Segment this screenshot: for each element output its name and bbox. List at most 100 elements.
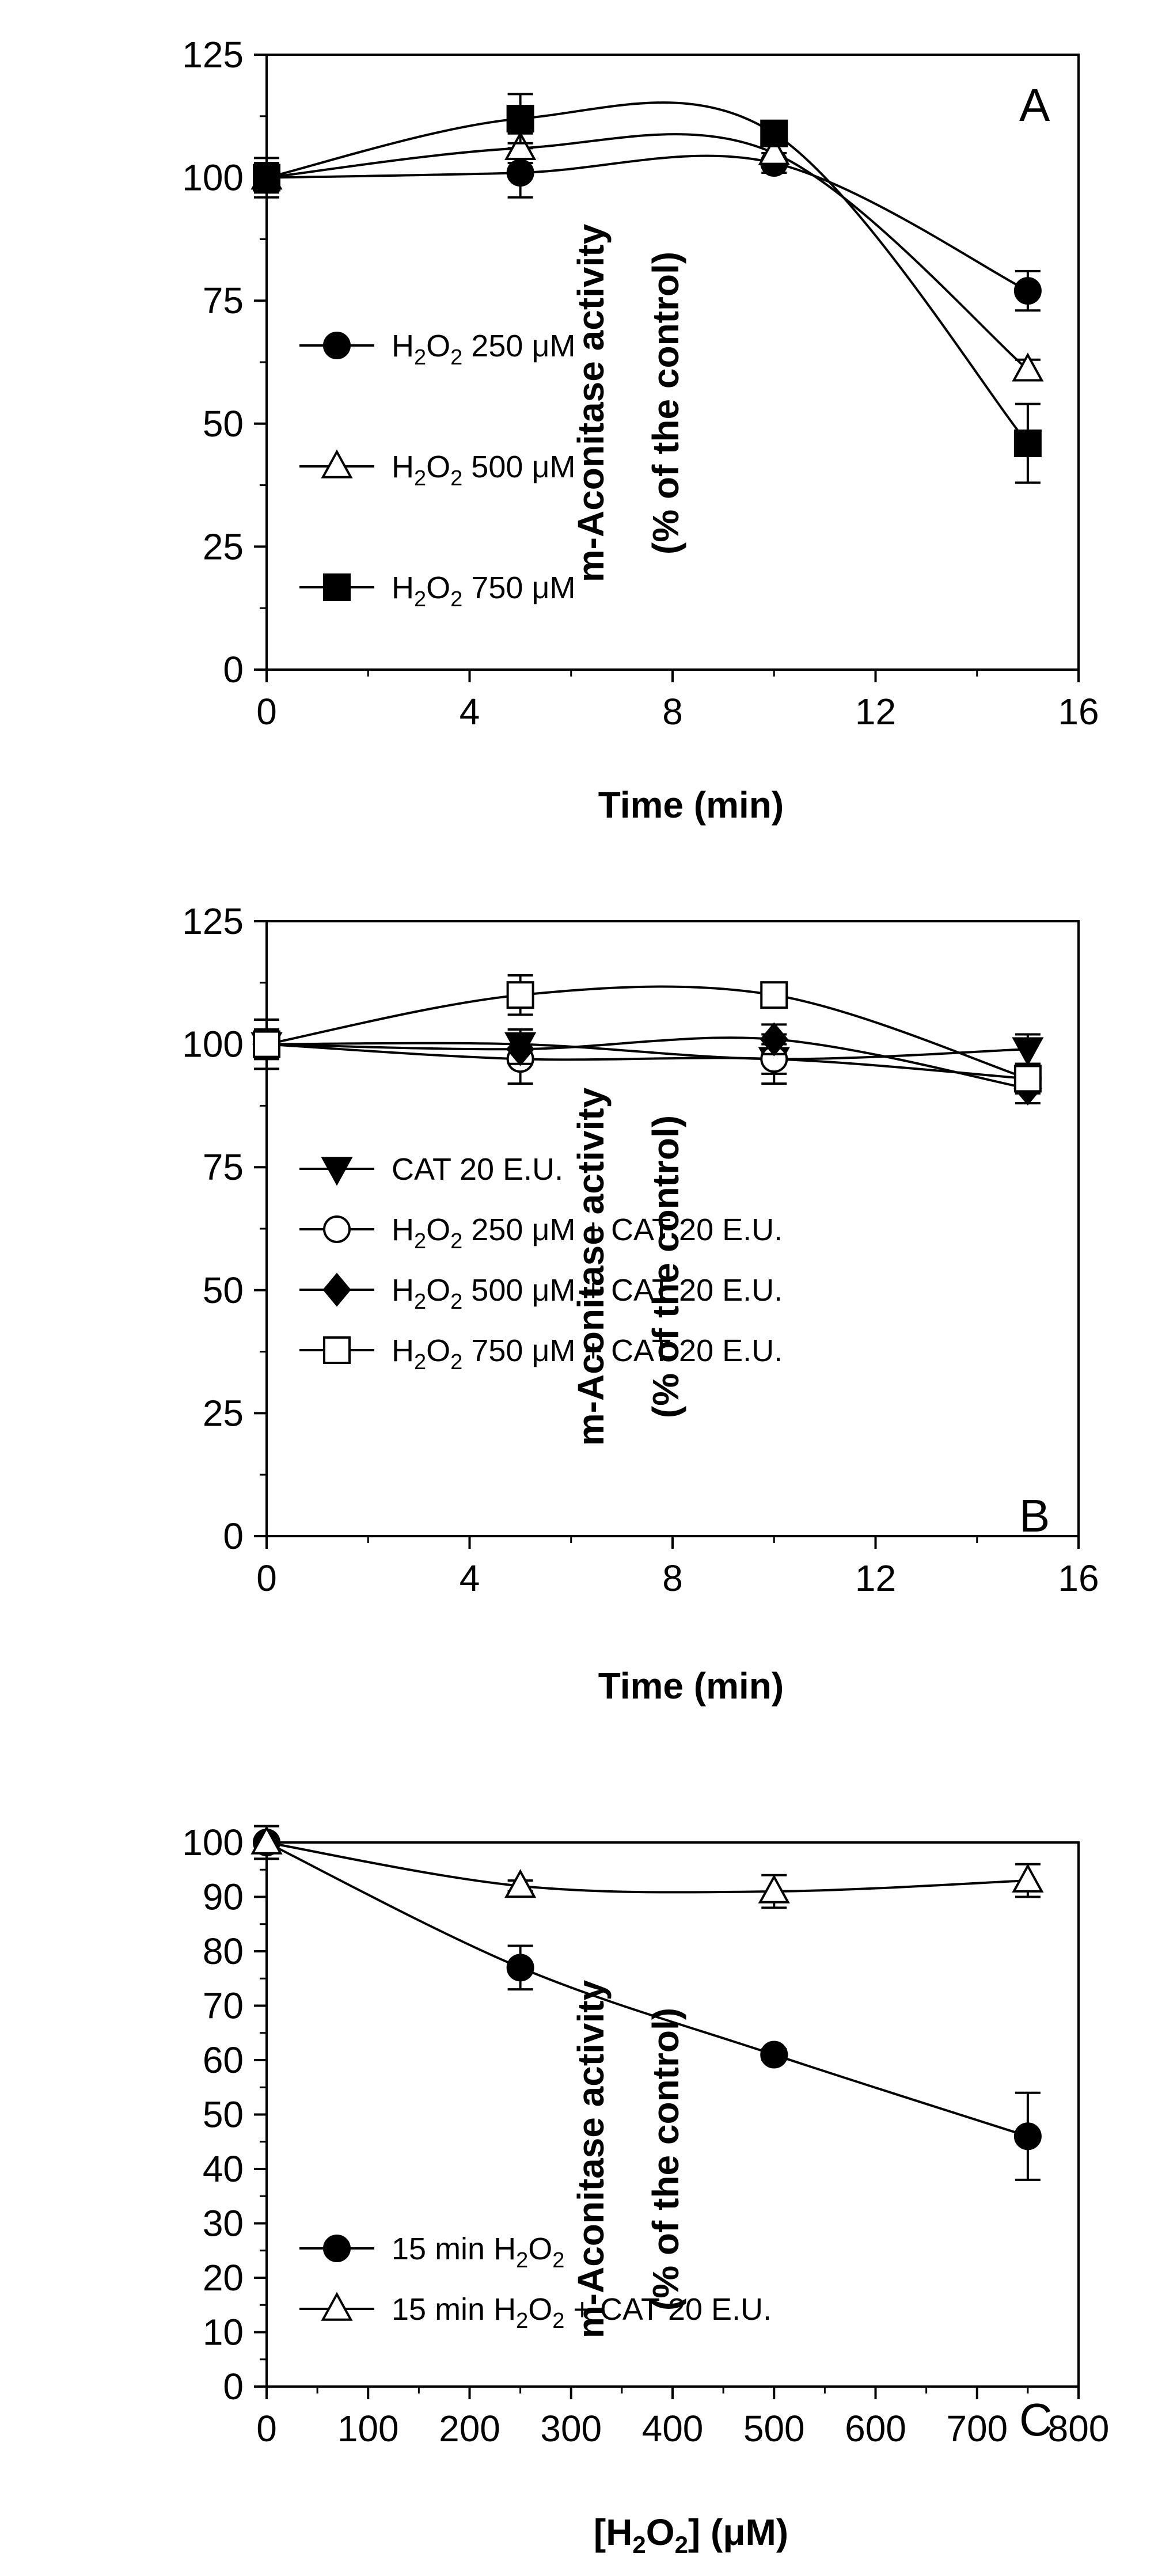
legend-text-part: H (392, 571, 414, 605)
legend-label: H2O2 250 μM + CAT 20 E.U. (392, 1213, 783, 1253)
legend-text-part: 2 (414, 587, 426, 611)
x-tick-label: 4 (460, 691, 480, 732)
y-tick-label: 90 (203, 1876, 244, 1918)
data-point (1013, 1065, 1042, 1093)
legend-text-part: 2 (450, 1229, 462, 1253)
legend-text-part: 2 (450, 1290, 462, 1314)
y-tick-label: 80 (203, 1931, 244, 1972)
legend-text-part: + CAT 20 E.U. (564, 2292, 772, 2327)
x-tick-label: 600 (845, 2408, 906, 2449)
legend-label: H2O2 500 μM (392, 450, 576, 491)
y-tick-label: 30 (203, 2203, 244, 2244)
x-tick-label: 700 (946, 2408, 1008, 2449)
y-axis-title-line2: (% of the control) (645, 1115, 686, 1418)
legend-text-part: H (392, 1333, 414, 1368)
x-tick-label: 16 (1058, 691, 1099, 732)
legend-text-part: 2 (414, 345, 426, 370)
legend-text-part: O (426, 1213, 450, 1247)
y-axis-title-line1: m-Aconitase activity (570, 1087, 612, 1446)
series-1 (253, 1018, 1042, 1095)
series-line (266, 1841, 1028, 1894)
data-point (758, 136, 790, 165)
legend-text-part: O (426, 329, 450, 363)
legend-text-part: CAT 20 E.U. (392, 1152, 563, 1187)
legend-text-part: O (426, 1333, 450, 1368)
legend-marker (323, 573, 351, 601)
legend-text-part: 250 μM + CAT 20 E.U. (462, 1213, 783, 1247)
series-line (266, 101, 1029, 444)
data-point (760, 981, 788, 1009)
y-tick-label: 50 (203, 2094, 244, 2136)
legend-text-part: O (528, 2232, 552, 2266)
y-axis-title-line1: m-Aconitase activity (570, 1980, 612, 2338)
x-tick-label: 4 (460, 1557, 480, 1599)
data-point (760, 119, 788, 147)
legend-label: H2O2 750 μM (392, 571, 576, 611)
series-line (266, 1036, 1028, 1090)
legend-text-part: O (528, 2292, 552, 2327)
x-tick-label: 100 (337, 2408, 399, 2449)
y-tick-label: 25 (203, 1392, 244, 1434)
data-point (1012, 352, 1044, 382)
y-tick-label: 25 (203, 526, 244, 567)
legend-item: H2O2 500 μM + CAT 20 E.U. (299, 1272, 783, 1314)
legend-text-part: 2 (552, 2309, 564, 2333)
legend-item: 15 min H2O2 (299, 2232, 564, 2273)
legend-text-part: H (392, 1273, 414, 1308)
x-tick-label: 8 (662, 1557, 683, 1599)
legend-text-part: 2 (414, 1229, 426, 1253)
legend-text-part: 750 μM (462, 571, 575, 605)
series-line (266, 1043, 1028, 1080)
legend-marker (321, 1157, 353, 1186)
series-line (266, 985, 1028, 1080)
series-2 (253, 93, 1042, 484)
legend-text-part: O (426, 571, 450, 605)
legend-text-part: 2 (516, 2309, 528, 2333)
legend-label: 15 min H2O2 + CAT 20 E.U. (392, 2292, 772, 2333)
legend-text-part: 2 (516, 2248, 528, 2273)
legend-label: H2O2 750 μM + CAT 20 E.U. (392, 1333, 783, 1374)
legend-marker (321, 449, 353, 478)
y-tick-label: 40 (203, 2148, 244, 2190)
x-tick-label: 500 (743, 2408, 805, 2449)
legend-text-part: 15 min H (392, 2292, 516, 2327)
x-tick-label: 0 (256, 691, 277, 732)
y-tick-label: 60 (203, 2039, 244, 2081)
x-tick-label: 300 (540, 2408, 602, 2449)
legend-text-part: 2 (450, 345, 462, 370)
x-axis-title: Time (min) (598, 1665, 784, 1707)
legend-text-part: H (392, 329, 414, 363)
series-1 (250, 1825, 1044, 1909)
y-tick-label: 75 (203, 1146, 244, 1188)
legend-item: H2O2 250 μM + CAT 20 E.U. (299, 1213, 783, 1253)
legend-text-part: 250 μM (462, 329, 575, 363)
series-3 (253, 974, 1042, 1095)
legend-item: H2O2 750 μM (299, 571, 576, 611)
data-point (253, 164, 280, 192)
y-tick-label: 100 (182, 1822, 244, 1863)
panel-b: m-Aconitase activity (% of the control) … (182, 901, 1099, 1707)
x-tick-label: 16 (1058, 1557, 1099, 1599)
x-tick-label: 400 (642, 2408, 704, 2449)
y-tick-label: 20 (203, 2257, 244, 2298)
legend-text-part: O (426, 1273, 450, 1308)
legend-text-part: H (392, 1213, 414, 1247)
panel-label: A (1019, 79, 1050, 131)
series-line (266, 154, 1028, 292)
data-point (506, 1032, 535, 1066)
series-line (266, 1042, 1028, 1061)
y-tick-label: 100 (182, 157, 244, 199)
legend-text-part: O (426, 450, 450, 484)
legend-item: H2O2 500 μM (299, 449, 576, 491)
legend-marker (323, 1336, 351, 1364)
panel-label: C (1019, 2394, 1053, 2445)
legend-text-part: 2 (414, 466, 426, 491)
x-axis-title: [H2O2] (μM) (594, 2512, 788, 2558)
y-tick-label: 50 (203, 403, 244, 444)
legend-marker (323, 332, 351, 359)
data-point (506, 1954, 534, 1982)
x-tick-label: 12 (855, 691, 896, 732)
legend-text-part: 2 (450, 1350, 462, 1374)
x-tick-label: 0 (256, 1557, 277, 1599)
data-point (506, 105, 534, 133)
